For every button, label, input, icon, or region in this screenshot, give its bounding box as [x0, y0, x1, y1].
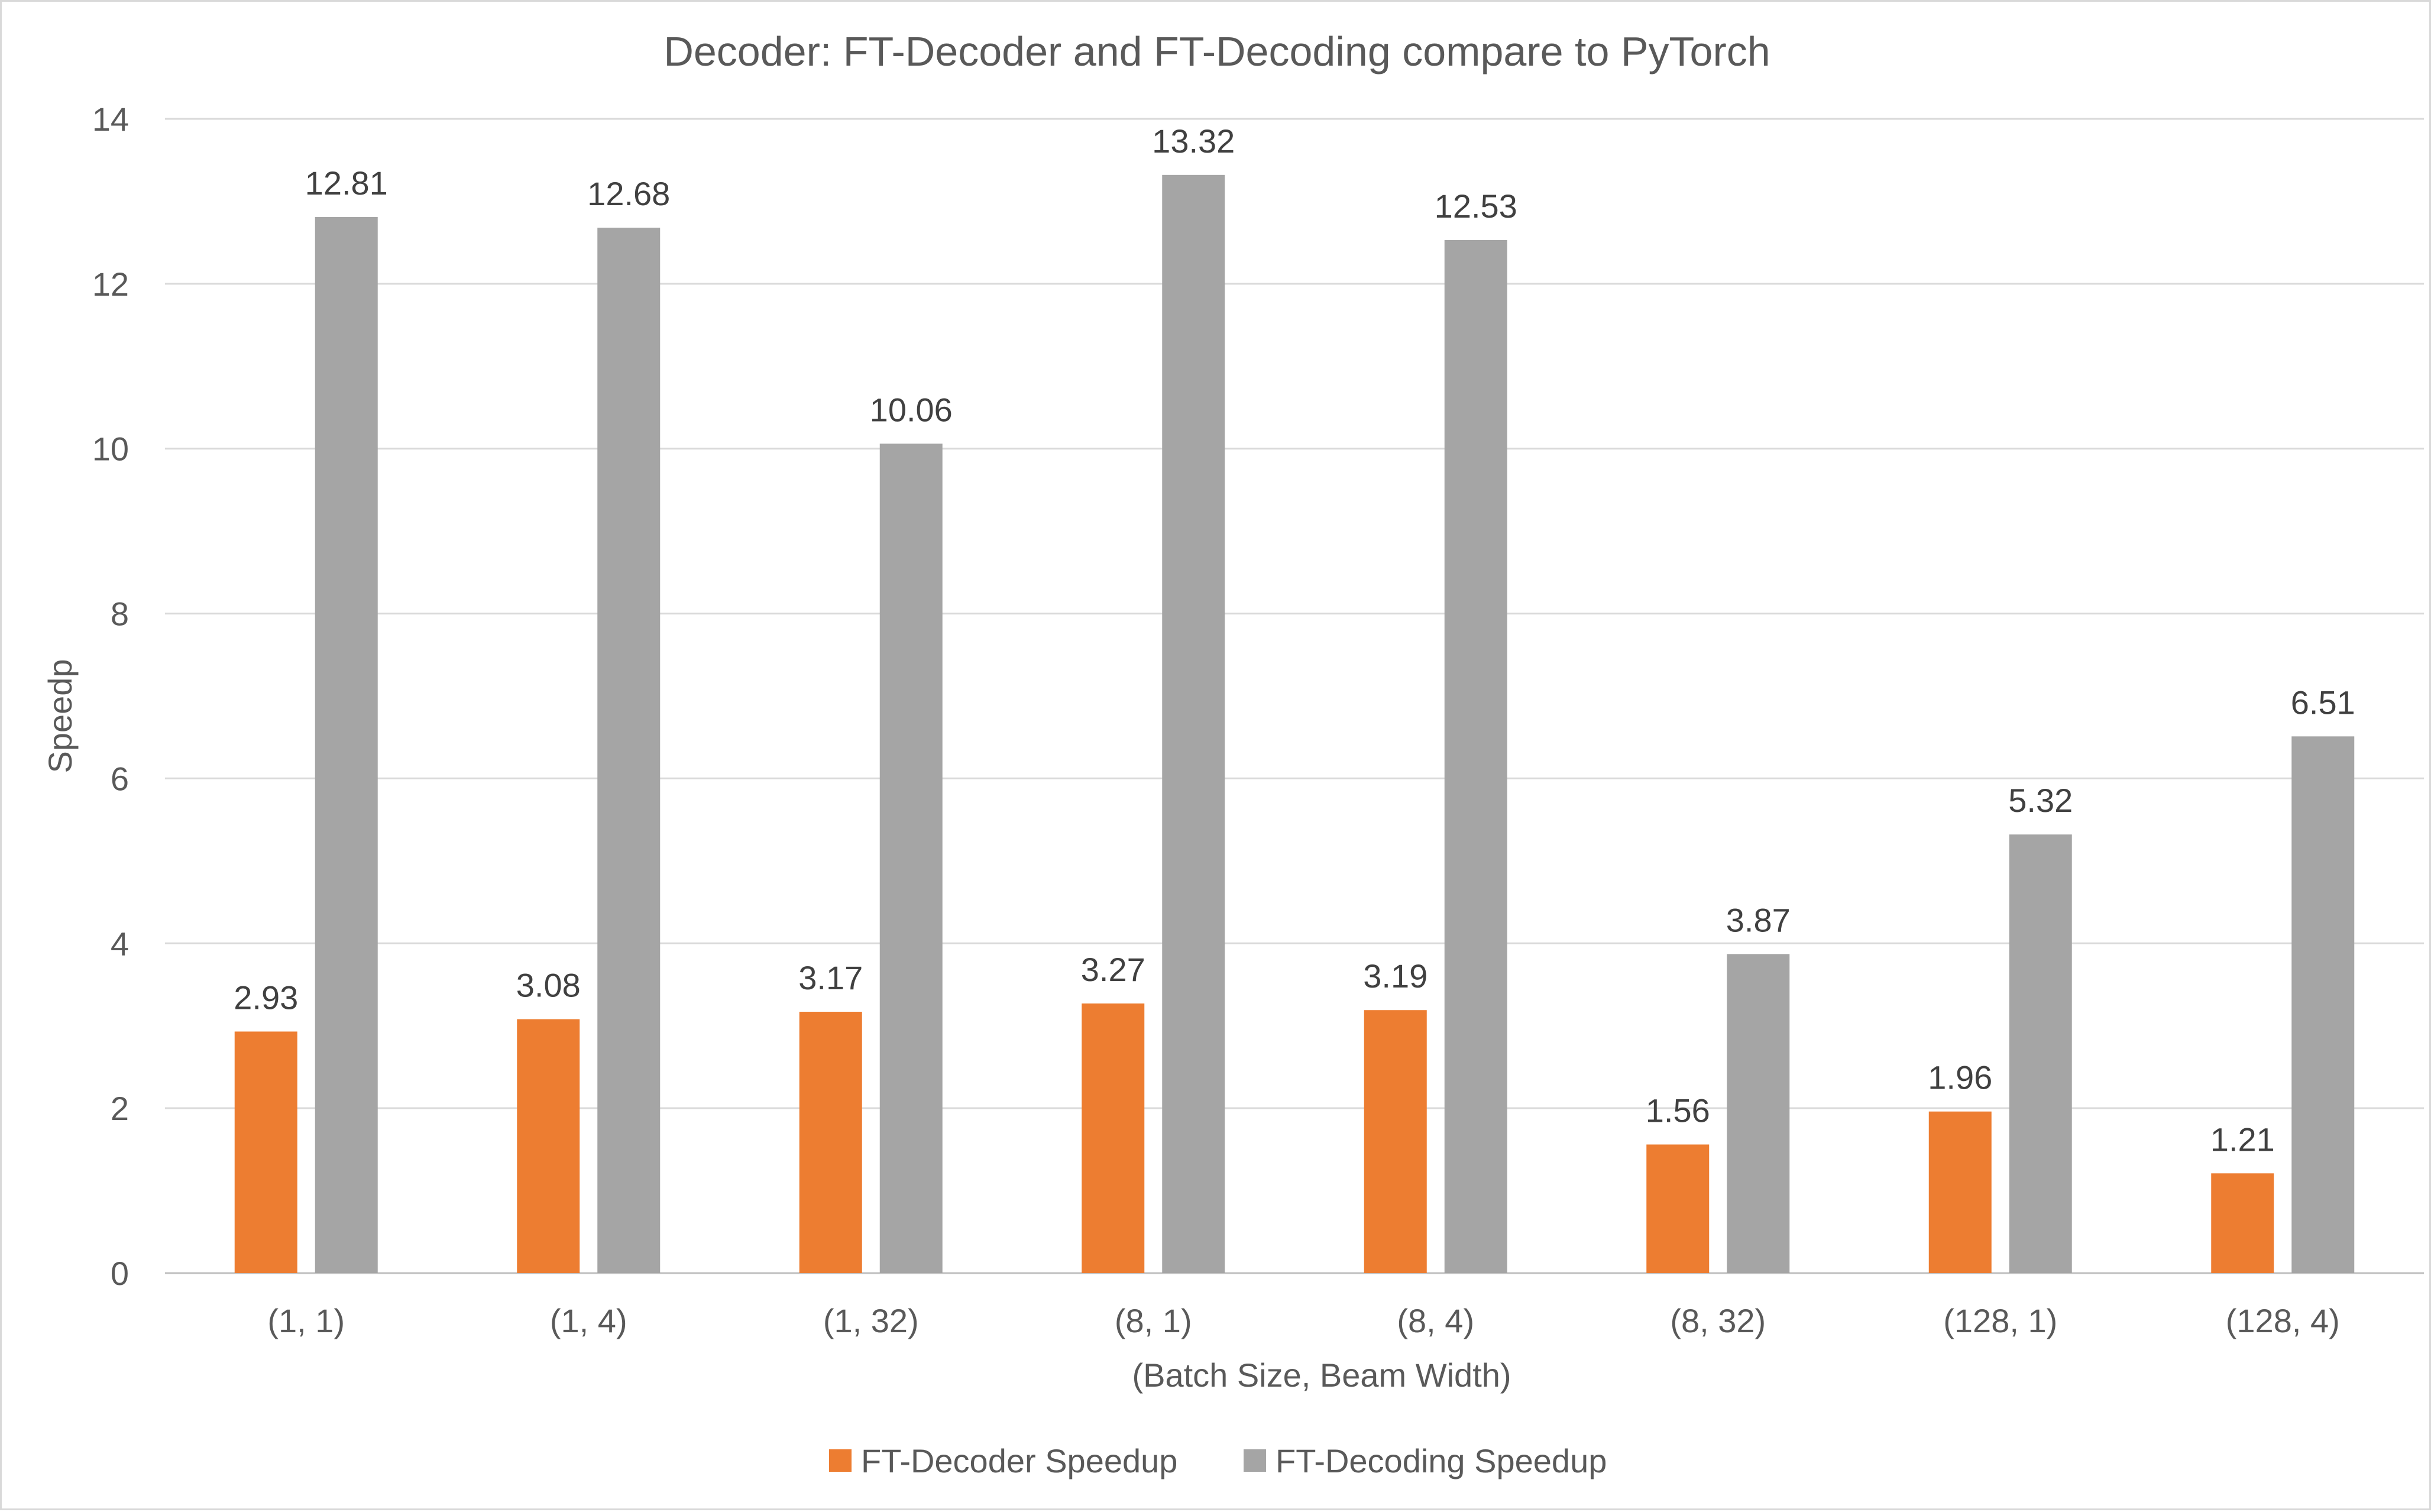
bar-ft-decoding [1162, 174, 1225, 1274]
x-tick-label: (128, 4) [2226, 1302, 2340, 1339]
bar-ft-decoder [234, 1031, 297, 1273]
data-label: 1.56 [1646, 1092, 1710, 1129]
data-label: 2.93 [234, 979, 298, 1016]
x-tick-label: (128, 1) [1943, 1302, 2057, 1339]
data-label: 10.06 [870, 391, 953, 428]
bar-ft-decoder [799, 1012, 862, 1273]
bar-ft-decoding [1727, 954, 1790, 1273]
legend-swatch [829, 1449, 852, 1472]
bar-ft-decoding [315, 216, 378, 1273]
x-tick-label: (8, 4) [1397, 1302, 1474, 1339]
y-tick-label: 4 [111, 925, 129, 962]
data-label: 3.19 [1363, 957, 1427, 995]
legend: FT-Decoder Speedup FT-Decoding Speedup [829, 1442, 1607, 1479]
bar-ft-decoding [2009, 834, 2072, 1273]
data-label: 6.51 [2291, 684, 2355, 721]
legend-label: FT-Decoding Speedup [1276, 1442, 1607, 1479]
bars [234, 174, 2355, 1274]
y-axis-title: Speedp [41, 659, 79, 773]
data-label: 13.32 [1152, 122, 1235, 160]
x-tick-label: (1, 4) [550, 1302, 627, 1339]
bar-ft-decoder [1364, 1010, 1427, 1273]
y-axis-ticks: 0 2 4 6 8 10 12 14 [92, 101, 129, 1292]
bar-ft-decoder [2211, 1173, 2274, 1273]
bar-ft-decoder [517, 1019, 580, 1273]
data-label: 12.68 [587, 175, 670, 212]
data-label: 5.32 [2008, 782, 2073, 819]
bar-ft-decoding [1444, 239, 1507, 1274]
x-tick-label: (1, 1) [267, 1302, 345, 1339]
data-label: 3.87 [1726, 901, 1791, 938]
bar-ft-decoding [879, 443, 943, 1273]
data-label: 1.96 [1928, 1059, 1992, 1096]
bar-ft-decoder [1646, 1144, 1710, 1273]
bar-ft-decoder [1928, 1111, 1992, 1273]
legend-swatch [1244, 1449, 1266, 1472]
x-axis-title: (Batch Size, Beam Width) [1132, 1356, 1511, 1394]
bar-ft-decoder [1082, 1003, 1145, 1273]
y-tick-label: 6 [111, 760, 129, 797]
legend-label: FT-Decoder Speedup [861, 1442, 1177, 1479]
data-label: 12.81 [305, 164, 388, 202]
bar-ft-decoding [2291, 736, 2355, 1273]
y-tick-label: 10 [92, 430, 129, 468]
data-label: 3.27 [1081, 951, 1145, 988]
data-label: 3.17 [798, 959, 863, 996]
data-label: 1.21 [2210, 1121, 2275, 1158]
data-label: 12.53 [1435, 187, 1517, 225]
data-label: 3.08 [516, 967, 581, 1004]
x-tick-label: (1, 32) [823, 1302, 919, 1339]
y-tick-label: 2 [111, 1090, 129, 1127]
data-labels: 2.93 12.81 3.08 12.68 3.17 10.06 3.27 13.32 3.19… [234, 122, 2355, 1158]
y-tick-label: 8 [111, 595, 129, 633]
y-tick-label: 14 [92, 101, 129, 138]
y-tick-label: 0 [111, 1255, 129, 1292]
y-tick-label: 12 [92, 266, 129, 303]
x-tick-label: (8, 32) [1670, 1302, 1766, 1339]
gridlines [165, 118, 2424, 1274]
bar-ft-decoding [597, 228, 661, 1274]
x-tick-label: (8, 1) [1115, 1302, 1192, 1339]
x-axis-ticks: (1, 1) (1, 4) (1, 32) (8, 1) (8, 4) (8, 32) (1… [267, 1302, 2339, 1339]
chart-title: Decoder: FT-Decoder and FT-Decoding comp… [663, 28, 1770, 75]
